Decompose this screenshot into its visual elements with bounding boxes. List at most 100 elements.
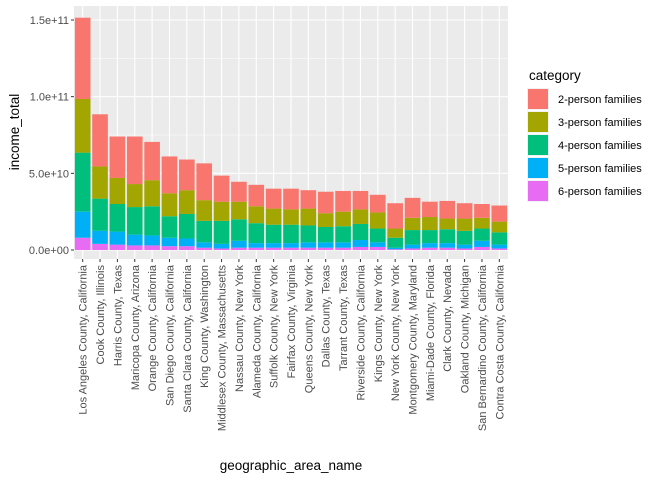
bar-segment xyxy=(387,237,403,248)
bar-segment xyxy=(74,152,91,212)
x-tick-label: Middlesex County, Massachusetts xyxy=(217,265,229,432)
bar-segment xyxy=(352,223,369,241)
bar-segment xyxy=(491,232,508,245)
bar-segment xyxy=(283,247,299,250)
bar-segment xyxy=(196,200,213,221)
bar-segment xyxy=(474,228,490,241)
legend-swatch xyxy=(528,181,548,201)
x-tick-label: Maricopa County, Arizona xyxy=(130,264,142,390)
bar-segment xyxy=(196,242,213,248)
bar-segment xyxy=(213,248,230,250)
bar-segment xyxy=(92,243,108,250)
bar-segment xyxy=(283,243,299,248)
x-tick-label: Suffolk County, New York xyxy=(269,265,281,389)
bar-segment xyxy=(144,206,160,236)
x-tick-label: Queens County, New York xyxy=(303,265,315,394)
y-tick-label: 1.5e+11 xyxy=(30,15,69,27)
x-tick-label: Orange County, California xyxy=(147,264,159,391)
x-tick-label: Riverside County, California xyxy=(355,264,367,400)
x-tick-label: King County, Washington xyxy=(199,265,211,388)
bar-segment xyxy=(456,244,473,249)
bar-segment xyxy=(92,166,108,199)
bar-segment xyxy=(422,230,438,244)
bar-segment xyxy=(248,223,265,244)
bar-segment xyxy=(109,231,126,245)
bar-segment xyxy=(369,246,386,250)
bar-segment xyxy=(231,181,247,202)
bar-segment xyxy=(335,242,351,248)
bar-segment xyxy=(352,240,369,247)
bar-segment xyxy=(369,242,386,247)
bar-segment xyxy=(300,242,317,248)
legend-swatch xyxy=(528,112,548,132)
bars xyxy=(74,17,508,250)
bar-segment xyxy=(474,204,490,218)
bar-segment xyxy=(422,243,438,248)
bar-segment xyxy=(352,209,369,224)
y-tick-label: 0.0e+00 xyxy=(29,245,69,257)
bar-segment xyxy=(179,213,195,239)
bar-segment xyxy=(387,228,403,238)
bar-segment xyxy=(179,159,195,191)
bar-segment xyxy=(196,247,213,250)
bar-segment xyxy=(317,242,334,248)
x-tick-label: Nassau County, New York xyxy=(234,265,246,392)
bar-segment xyxy=(144,245,160,250)
bar-segment xyxy=(248,243,265,248)
bar-segment xyxy=(196,163,213,201)
bar-segment xyxy=(491,248,508,250)
bar-segment xyxy=(352,190,369,210)
legend-label: 5-person families xyxy=(558,163,642,175)
bar-segment xyxy=(439,218,456,230)
legend-label: 3-person families xyxy=(558,117,642,129)
bar-segment xyxy=(109,244,126,250)
bar-segment xyxy=(439,247,456,250)
legend-label: 6-person families xyxy=(558,186,642,198)
y-axis-ticks: 0.0e+00 5.0e+10 1.0e+11 1.5e+11 xyxy=(29,15,74,257)
x-tick-label: Cook County, Illinois xyxy=(95,265,107,365)
bar-segment xyxy=(300,225,317,243)
legend-label: 2-person families xyxy=(558,94,642,106)
bar-segment xyxy=(422,201,438,218)
bar-segment xyxy=(126,207,143,235)
x-tick-label: New York County, New York xyxy=(390,265,402,402)
bar-segment xyxy=(456,230,473,245)
x-axis-ticks: Los Angeles County, California Cook Count… xyxy=(78,259,506,432)
y-tick-label: 1.0e+11 xyxy=(30,92,69,104)
bar-segment xyxy=(144,235,160,246)
legend-title: category xyxy=(529,68,581,83)
bar-segment xyxy=(491,221,508,233)
bar-segment xyxy=(474,246,490,250)
bar-segment xyxy=(265,188,282,209)
x-tick-label: Fairfax County, Virginia xyxy=(286,264,298,378)
bar-segment xyxy=(387,249,403,250)
x-tick-label: Oakland County, Michigan xyxy=(460,265,472,393)
bar-segment xyxy=(265,224,282,244)
x-tick-label: Contra Costa County, California xyxy=(494,264,506,419)
bar-segment xyxy=(404,248,421,250)
bar-segment xyxy=(335,190,351,212)
bar-segment xyxy=(439,243,456,248)
bar-segment xyxy=(335,226,351,243)
bar-segment xyxy=(179,238,195,247)
bar-segment xyxy=(161,156,178,194)
bar-segment xyxy=(422,247,438,250)
bar-segment xyxy=(300,190,317,209)
bar-segment xyxy=(179,190,195,214)
x-tick-label: Montgomery County, Maryland xyxy=(408,265,420,415)
bar-segment xyxy=(92,198,108,231)
bar-segment xyxy=(491,205,508,222)
bar-segment xyxy=(248,247,265,250)
bar-segment xyxy=(248,184,265,207)
legend-swatch xyxy=(528,135,548,155)
bar-segment xyxy=(335,211,351,227)
bar-segment xyxy=(265,243,282,248)
bar-segment xyxy=(74,237,91,250)
bar-segment xyxy=(265,247,282,250)
bar-segment xyxy=(265,208,282,225)
bar-segment xyxy=(369,228,386,243)
bar-segment xyxy=(161,237,178,247)
x-tick-label: Harris County, Texas xyxy=(112,265,124,367)
x-tick-label: Miami-Dade County, Florida xyxy=(425,264,437,401)
